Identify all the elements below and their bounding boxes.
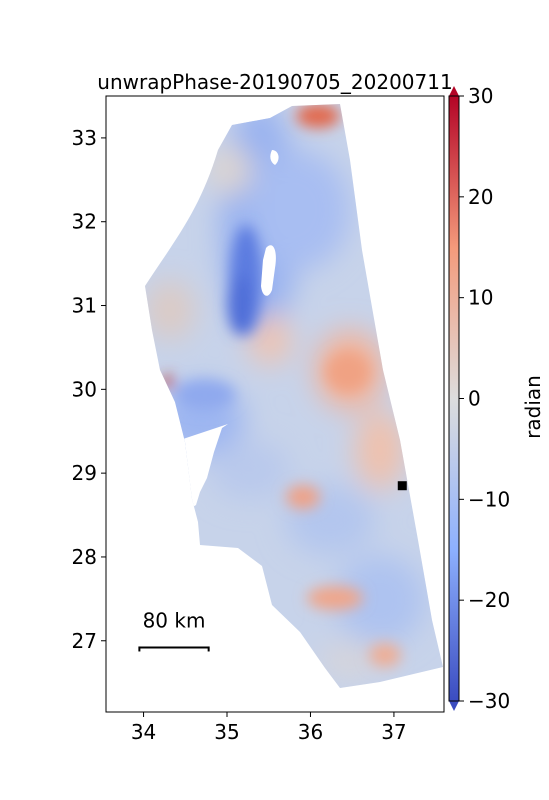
x-axis-ticks: 34 35 36 37 (131, 712, 407, 744)
scale-bar-label: 80 km (143, 608, 206, 632)
colorbar-tick-label: 0 (468, 387, 481, 411)
colorbar-extend-bottom (449, 701, 459, 711)
colorbar: 30 20 10 0 −10 −20 −30 radian (448, 84, 545, 713)
colorbar-ticks: 30 20 10 0 −10 −20 −30 (459, 84, 510, 713)
x-tick-label: 34 (131, 720, 156, 744)
y-tick-label: 27 (72, 629, 97, 653)
dead-sea-mask (261, 245, 276, 296)
x-tick-label: 35 (214, 720, 239, 744)
map-title: unwrapPhase-20190705_20200711 (97, 70, 452, 94)
colorbar-label: radian (521, 375, 545, 439)
x-tick-label: 36 (298, 720, 323, 744)
colorbar-gradient (449, 96, 459, 701)
colorbar-tick-label: −30 (468, 689, 510, 713)
y-axis-ticks: 27 28 29 30 31 32 33 (72, 126, 106, 653)
x-tick-label: 37 (381, 720, 406, 744)
colorbar-tick-label: 20 (468, 185, 493, 209)
y-tick-label: 29 (72, 461, 97, 485)
colorbar-tick-label: 30 (468, 84, 493, 108)
y-tick-label: 28 (72, 545, 97, 569)
colorbar-tick-label: −10 (468, 487, 510, 511)
y-tick-label: 32 (72, 210, 97, 234)
sea-of-galilee-mask (270, 150, 279, 165)
colorbar-tick-label: −20 (468, 588, 510, 612)
reference-point-marker (397, 481, 407, 491)
axes-frame (105, 95, 445, 713)
colorbar-extend-top (449, 86, 459, 96)
gulf-mask (180, 424, 228, 510)
colorbar-tick-label: 10 (468, 286, 493, 310)
y-tick-label: 33 (72, 126, 97, 150)
y-tick-label: 31 (72, 294, 97, 318)
scale-bar: 80 km (138, 608, 210, 652)
y-tick-label: 30 (72, 377, 97, 401)
